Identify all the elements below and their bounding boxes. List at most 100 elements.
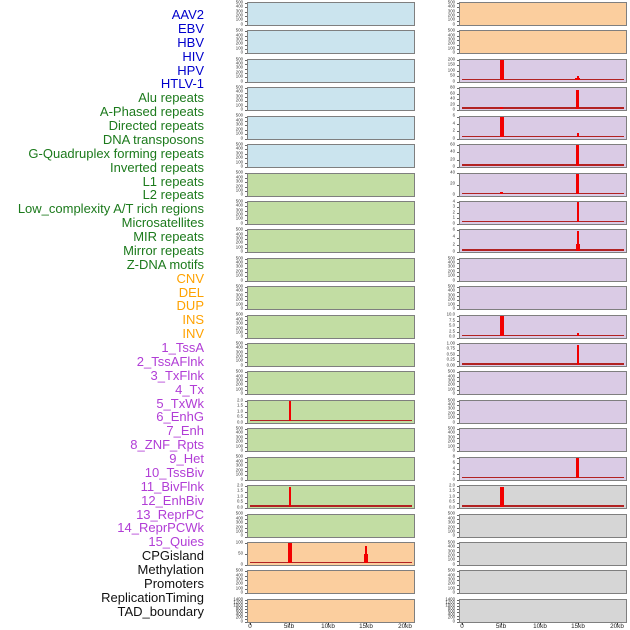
y-tick-label: 500	[235, 57, 243, 62]
y-tick-mark	[457, 457, 459, 459]
plot-area	[247, 456, 415, 481]
y-tick-label: 100	[447, 274, 455, 279]
y-tick-mark	[245, 491, 247, 493]
plot-row: 80 60 40 20 0	[433, 86, 627, 113]
y-tick-label: 10.0	[446, 313, 455, 318]
signal-baseline	[462, 135, 624, 138]
x-tick-mark	[250, 622, 252, 626]
y-tick-mark	[245, 158, 247, 160]
y-tick-mark	[245, 252, 247, 254]
track-label: 4_Tx	[175, 381, 204, 397]
y-tick-mark	[245, 291, 247, 293]
plot-row: 500 400 300 200 100 0	[221, 342, 415, 368]
plot-area	[459, 2, 627, 26]
y-tick-mark	[457, 547, 459, 549]
y-tick-label: 1.00	[446, 341, 455, 346]
y-tick-label: 500	[447, 540, 455, 545]
plot-row: 500 400 300 200 100 0	[433, 1, 627, 27]
y-tick-mark	[457, 621, 459, 623]
y-tick-mark	[245, 35, 247, 37]
y-tick-mark	[457, 218, 459, 220]
y-tick-label: 0	[452, 477, 455, 482]
plot-row: 2.0 1.5 1.0 0.5 0.0	[221, 398, 415, 425]
y-tick-mark	[245, 11, 247, 13]
y-tick-mark	[457, 315, 459, 317]
plot-area	[247, 314, 415, 339]
y-tick-mark	[457, 593, 459, 595]
y-tick-label: 0	[452, 562, 455, 567]
plot-area	[459, 144, 627, 169]
signal-baseline	[250, 562, 412, 564]
plot-row: 500 400 300 200 100 0	[221, 228, 415, 254]
y-axis: 500 400 300 200 100 0	[221, 1, 247, 27]
y-tick-mark	[457, 201, 459, 203]
y-tick-mark	[245, 304, 247, 306]
plot-row: 1.00 0.75 0.50 0.25 0.00	[433, 341, 627, 368]
plot-area	[459, 200, 627, 225]
y-tick-mark	[457, 99, 459, 101]
y-axis: 500 400 300 200 100 0	[221, 512, 247, 539]
y-tick-label: 100	[447, 444, 455, 449]
y-tick-mark	[457, 16, 459, 18]
plot-row: 200 150 100 50 0	[433, 57, 627, 84]
y-tick-mark	[245, 479, 247, 481]
y-tick-mark	[245, 243, 247, 245]
y-tick-label: 20	[450, 102, 455, 107]
y-tick-mark	[457, 291, 459, 293]
y-tick-label: 200	[447, 42, 455, 47]
track-label: 5_TxWk	[156, 395, 204, 411]
y-tick-mark	[245, 271, 247, 273]
y-tick-mark	[457, 349, 459, 351]
y-tick-mark	[457, 486, 459, 488]
y-tick-label: 60	[450, 142, 455, 148]
y-tick-label: 300	[235, 179, 243, 185]
plot-area	[459, 257, 627, 282]
y-tick-label: 400	[235, 346, 243, 351]
y-tick-label: 400	[235, 431, 243, 436]
plot-row: 500 400 300 200 100 0	[221, 86, 415, 112]
plot-area	[459, 428, 627, 453]
y-tick-mark	[457, 502, 459, 504]
y-tick-mark	[457, 59, 459, 61]
plot-row: 500 400 300 200 100 0	[433, 512, 627, 539]
y-tick-label: 2	[452, 128, 455, 134]
y-tick-mark	[245, 81, 247, 83]
y-tick-mark	[245, 16, 247, 18]
y-tick-label: 400	[447, 573, 455, 578]
track-label: L2 repeats	[142, 187, 204, 203]
y-tick-label: 100	[447, 387, 455, 393]
y-tick-label: 200	[447, 383, 455, 388]
y-tick-mark	[457, 195, 459, 197]
y-tick-mark	[245, 295, 247, 297]
y-tick-mark	[457, 468, 459, 470]
y-tick-mark	[457, 230, 459, 232]
y-tick-mark	[245, 25, 247, 27]
y-tick-label: 0	[452, 107, 455, 113]
y-tick-mark	[457, 258, 459, 260]
y-tick-label: 500	[235, 171, 243, 176]
y-axis: 500 400 300 200 100 0	[221, 313, 247, 340]
y-tick-label: 200	[235, 468, 243, 473]
y-tick-mark	[457, 575, 459, 577]
y-tick-label: 100	[447, 302, 455, 307]
y-tick-mark	[245, 247, 247, 249]
y-tick-mark	[245, 337, 247, 339]
y-tick-mark	[245, 182, 247, 184]
plot-row: 6 4 2 0	[433, 228, 627, 254]
y-tick-mark	[245, 206, 247, 208]
track-label: 1_TssA	[161, 340, 204, 355]
track-label: HPV	[177, 62, 204, 78]
y-tick-label: 0	[240, 306, 243, 312]
plot-row: 500 400 300 200 100 0	[433, 540, 627, 567]
y-tick-mark	[245, 333, 247, 335]
y-tick-mark	[245, 514, 247, 516]
y-tick-label: 300	[235, 520, 243, 526]
y-tick-mark	[245, 593, 247, 595]
y-tick-label: 500	[447, 29, 455, 34]
y-axis: 500 400 300 200 100 0	[221, 569, 247, 595]
y-tick-label: 0	[452, 591, 455, 596]
y-tick-mark	[245, 64, 247, 66]
y-tick-mark	[457, 394, 459, 396]
plot-area	[459, 399, 627, 424]
